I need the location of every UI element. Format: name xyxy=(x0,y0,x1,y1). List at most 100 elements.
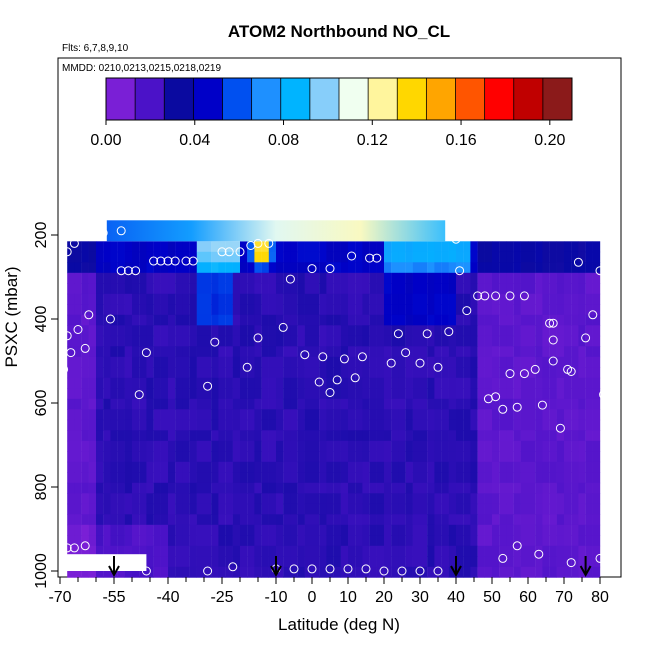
curtain-cell xyxy=(535,293,543,305)
sample-point xyxy=(210,337,220,347)
sample-point xyxy=(379,566,389,576)
curtain-cell xyxy=(535,262,543,274)
curtain-cell xyxy=(196,314,205,326)
colorbar-swatch xyxy=(339,78,369,120)
curtain-cell xyxy=(139,409,147,421)
curtain-cell xyxy=(513,545,521,557)
curtain-cell xyxy=(67,293,75,305)
curtain-cell xyxy=(168,398,176,410)
curtain-cell xyxy=(340,325,349,337)
curtain-cell xyxy=(132,251,140,263)
curtain-cell xyxy=(74,356,82,368)
curtain-cell xyxy=(189,367,197,379)
curtain-cell xyxy=(520,430,529,442)
curtain-cell xyxy=(528,346,536,358)
curtain-cell xyxy=(153,262,161,274)
curtain-cell xyxy=(168,419,176,431)
curtain-cell xyxy=(196,398,205,410)
curtain-cell xyxy=(542,356,550,368)
curtain-cell xyxy=(492,419,500,431)
curtain-cell xyxy=(139,451,147,463)
curtain-cell xyxy=(261,314,269,326)
curtain-cell xyxy=(232,262,241,274)
curtain-cell xyxy=(283,503,291,515)
curtain-cell xyxy=(297,514,305,526)
curtain-cell xyxy=(427,440,435,452)
curtain-cell xyxy=(232,388,241,400)
curtain-cell xyxy=(196,293,205,305)
curtain-cell xyxy=(268,566,277,578)
curtain-cell xyxy=(304,283,313,295)
curtain-cell xyxy=(268,272,277,284)
curtain-cell xyxy=(391,241,399,253)
curtain-cell xyxy=(499,283,507,295)
curtain-cell xyxy=(319,367,327,379)
curtain-cell xyxy=(412,377,421,389)
curtain-cell xyxy=(484,293,493,305)
curtain-cell xyxy=(441,356,449,368)
curtain-cell xyxy=(549,241,557,253)
curtain-cell xyxy=(189,493,197,505)
curtain-cell xyxy=(456,388,464,400)
curtain-cell xyxy=(110,325,118,337)
curtain-cell xyxy=(420,535,428,547)
curtain-cell xyxy=(542,335,550,347)
curtain-cell xyxy=(506,398,514,410)
curtain-cell xyxy=(196,304,205,316)
curtain-cell xyxy=(240,377,248,389)
curtain-cell xyxy=(196,503,205,515)
curtain-cell xyxy=(319,482,327,494)
curtain-cell xyxy=(549,335,557,347)
curtain-cell xyxy=(319,524,327,536)
curtain-cell xyxy=(204,367,212,379)
curtain-cell xyxy=(412,346,421,358)
curtain-cell xyxy=(297,440,305,452)
curtain-cell xyxy=(434,493,442,505)
curtain-cell xyxy=(448,451,457,463)
curtain-cell xyxy=(434,461,442,473)
curtain-cell xyxy=(578,304,586,316)
curtain-cell xyxy=(326,493,334,505)
curtain-cell xyxy=(412,367,421,379)
sample-point xyxy=(595,553,605,563)
curtain-cell xyxy=(81,482,89,494)
curtain-cell xyxy=(376,409,385,421)
curtain-cell xyxy=(182,545,190,557)
curtain-cell xyxy=(571,388,579,400)
curtain-cell xyxy=(189,524,197,536)
curtain-cell xyxy=(484,545,493,557)
curtain-cell xyxy=(168,377,176,389)
curtain-cell xyxy=(456,514,464,526)
curtain-cell xyxy=(391,493,399,505)
curtain-cell xyxy=(412,461,421,473)
curtain-cell xyxy=(247,251,255,263)
curtain-cell xyxy=(88,251,97,263)
curtain-cell xyxy=(189,514,197,526)
curtain-cell xyxy=(463,325,471,337)
curtain-cell xyxy=(225,272,233,284)
curtain-cell xyxy=(369,367,377,379)
curtain-cell xyxy=(348,535,356,547)
curtain-cell xyxy=(290,451,298,463)
curtain-cell xyxy=(398,461,406,473)
curtain-cell xyxy=(67,314,75,326)
curtain-cell xyxy=(240,293,248,305)
curtain-cell xyxy=(182,293,190,305)
curtain-cell xyxy=(204,419,212,431)
curtain-cell xyxy=(182,304,190,316)
curtain-cell xyxy=(592,325,601,337)
curtain-cell xyxy=(542,262,550,274)
curtain-cell xyxy=(499,524,507,536)
curtain-cell xyxy=(290,503,298,515)
curtain-cell xyxy=(384,556,392,568)
curtain-cell xyxy=(513,356,521,368)
curtain-cell xyxy=(204,514,212,526)
curtain-cell xyxy=(146,304,154,316)
curtain-cell xyxy=(340,545,349,557)
curtain-cell xyxy=(484,566,493,578)
curtain-cell xyxy=(153,283,161,295)
curtain-cell xyxy=(391,346,399,358)
curtain-cell xyxy=(535,335,543,347)
curtain-cell xyxy=(88,272,97,284)
curtain-cell xyxy=(528,251,536,263)
